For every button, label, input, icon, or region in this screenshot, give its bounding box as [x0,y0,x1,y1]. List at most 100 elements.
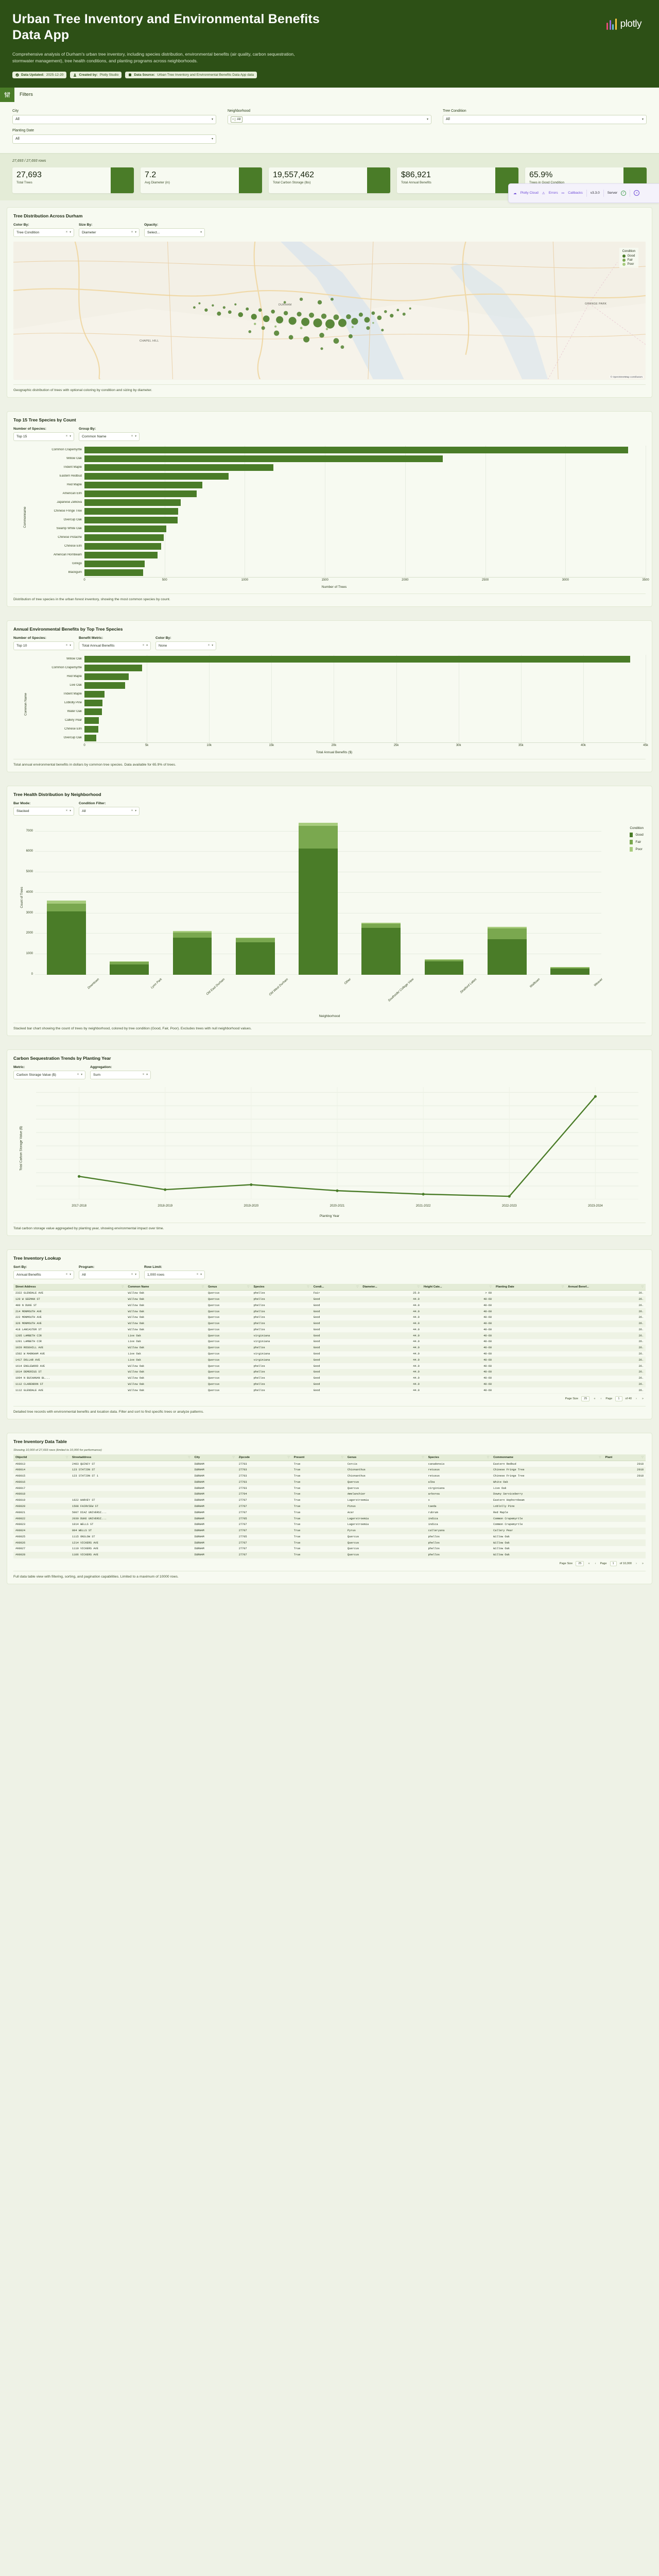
table-row[interactable]: #00027 1110 VICKERS AVE DURHAM 27707 True Que… [13,1546,646,1552]
bar-segment-poor[interactable] [172,930,212,933]
column-header[interactable]: Height Cate... ▽ [421,1283,494,1291]
column-header[interactable]: Streetaddress ▽ [70,1454,193,1462]
filter-icon[interactable]: ▽ [641,1285,644,1289]
clear-icon[interactable]: × [142,644,145,648]
stacked-bar[interactable] [361,922,401,975]
table-row[interactable]: #00016 DURHAM 27703 True Quercus alba White Oa… [13,1479,646,1486]
bar-segment-poor[interactable] [110,961,149,962]
filter-icon[interactable]: ▽ [599,1456,601,1460]
first-page-icon[interactable]: « [594,1397,596,1401]
bar[interactable] [84,699,102,706]
bar-segment-fair[interactable] [487,928,527,939]
legend-item-good[interactable]: Good [622,254,635,258]
table-row[interactable]: 1417 DOLLAR AVE Live Oak Quercus virginiana… [13,1357,646,1364]
filter-icon[interactable]: ▽ [417,1285,420,1289]
legend-item-poor[interactable]: Poor [630,846,644,852]
column-header[interactable]: Species ▽ [426,1454,492,1462]
health-barmode-select[interactable]: Stacked × ▾ [13,806,74,816]
lookup-table[interactable]: Street Address ▽ Common Name ▽ Genus ▽ Species… [13,1283,646,1394]
bar-segment-good[interactable] [110,964,149,975]
filter-icon[interactable]: ▽ [122,1285,124,1289]
table-row[interactable]: #00026 1214 VICKERS AVE DURHAM 27707 True Que… [13,1539,646,1547]
filter-icon[interactable]: ▽ [287,1456,290,1460]
first-page-icon[interactable]: « [588,1562,590,1565]
data-point[interactable] [508,1195,511,1198]
clear-icon[interactable]: × [65,435,68,438]
table-row[interactable]: #00014 123 STATION ST DURHAM 27703 True Chion… [13,1467,646,1473]
data-point[interactable] [336,1189,339,1192]
clear-icon[interactable]: × [65,644,68,648]
table-row[interactable]: #00024 804 WELLS ST DURHAM 27707 True Pyrus ca… [13,1528,646,1534]
data-point[interactable] [422,1193,425,1196]
bar[interactable] [84,734,97,741]
clear-icon[interactable]: × [131,1273,133,1277]
table-row[interactable]: #00019 1622 HARVEY ST DURHAM 27707 True Lager… [13,1497,646,1504]
lookup-pagination[interactable]: Page Size 25 « ‹ Page 1 of 40 › » [13,1394,646,1402]
clear-icon[interactable]: × [196,1273,199,1277]
benefits-count-select[interactable]: Top 10 × ▾ [13,641,74,650]
stacked-bar[interactable] [424,959,464,975]
clear-icon[interactable]: × [131,809,133,813]
health-condition-select[interactable]: All × ▾ [79,806,140,816]
column-header[interactable]: City ▽ [192,1454,237,1462]
clear-icon[interactable]: × [65,231,68,234]
table-row[interactable]: 1201 LAMBETH CIR Live Oak Quercus virginian… [13,1338,646,1345]
page-size-input[interactable]: 25 [576,1561,584,1566]
legend-item-fair[interactable]: Fair [622,258,635,262]
lookup-program-select[interactable]: All × ▾ [79,1270,140,1279]
stacked-bar[interactable] [487,926,527,975]
filter-icon[interactable]: ▽ [487,1456,490,1460]
dev-plotly-cloud-link[interactable]: Plotly Cloud [520,191,539,195]
clear-icon[interactable]: × [207,644,210,648]
bar[interactable] [84,560,145,567]
bar[interactable] [84,507,179,515]
table-row[interactable]: #00025 1115 ONSLOW ST DURHAM 27705 True Querc… [13,1534,646,1540]
fulltable[interactable]: Objectid ▽ Streetaddress ▽ City ▽ Zipcode ▽ Pres… [13,1454,646,1558]
clear-icon[interactable]: × [77,1073,79,1077]
bar[interactable] [84,534,164,541]
carbon-metric-select[interactable]: Carbon Storage Value ($) × ▾ [13,1070,85,1079]
filter-icon[interactable]: ▽ [356,1285,359,1289]
stacked-bar[interactable] [47,900,86,975]
data-point[interactable] [250,1183,253,1186]
map-size-by-select[interactable]: Diameter × ▾ [79,228,140,237]
bar[interactable] [84,472,229,480]
filter-icon[interactable]: ▽ [341,1456,343,1460]
page-number-input[interactable]: 1 [615,1396,622,1402]
bar-segment-good[interactable] [235,942,275,975]
column-header[interactable]: Street Address ▽ [13,1283,126,1291]
filter-icon[interactable]: ▽ [201,1285,204,1289]
benefits-metric-select[interactable]: Total Annual Benefits × ▾ [79,641,151,650]
filter-planting-date-select[interactable]: All ▾ [12,134,216,144]
table-row[interactable]: #00013 2403 QUINCY ST DURHAM 27703 True Cerci… [13,1461,646,1467]
legend-item-poor[interactable]: Poor [622,262,635,266]
column-header[interactable]: Objectid ▽ [13,1454,71,1462]
filter-icon[interactable]: ▽ [65,1456,68,1460]
column-header[interactable]: Species ▽ [251,1283,311,1291]
bar-segment-fair[interactable] [424,959,464,962]
bar-segment-fair[interactable] [235,938,275,942]
table-row[interactable]: 2322 GLENDALE AVE Willow Oak Quercus phello… [13,1290,646,1297]
column-header[interactable]: Diameter... ▽ [360,1283,422,1291]
bar-segment-poor[interactable] [361,922,401,924]
next-page-icon[interactable]: › [636,1562,637,1565]
benefits-colorby-select[interactable]: None × ▾ [155,641,216,650]
clear-icon[interactable]: × [142,1073,145,1077]
bar-segment-poor[interactable] [550,967,589,968]
table-row[interactable]: #00018 DURHAM 27704 True Amelanchier arborea D… [13,1491,646,1498]
lookup-rowlimit-select[interactable]: 1,000 rows × ▾ [144,1270,205,1279]
table-row[interactable]: 400 N DUKE ST Willow Oak Quercus phellos Goo… [13,1302,646,1309]
table-row[interactable]: 222 MONMOUTH AVE Willow Oak Quercus phellos… [13,1314,646,1321]
filter-icon[interactable]: ▽ [232,1456,235,1460]
bar-segment-good[interactable] [424,961,464,975]
table-row[interactable]: 1112 CLARENDON ST Willow Oak Quercus phello… [13,1381,646,1388]
bar-segment-fair[interactable] [299,825,338,849]
prev-page-icon[interactable]: ‹ [600,1397,602,1401]
data-point[interactable] [77,1175,81,1178]
table-row[interactable]: 1004 N BUCHANAN BL... Willow Oak Quercus ph… [13,1375,646,1382]
bar[interactable] [84,682,125,689]
bar-segment-good[interactable] [487,939,527,975]
column-header[interactable]: Zipcode ▽ [236,1454,292,1462]
tree-distribution-map[interactable]: CHAPEL HILL DURHAM GRANGE PARK Condition… [13,241,646,380]
bar[interactable] [84,655,630,663]
